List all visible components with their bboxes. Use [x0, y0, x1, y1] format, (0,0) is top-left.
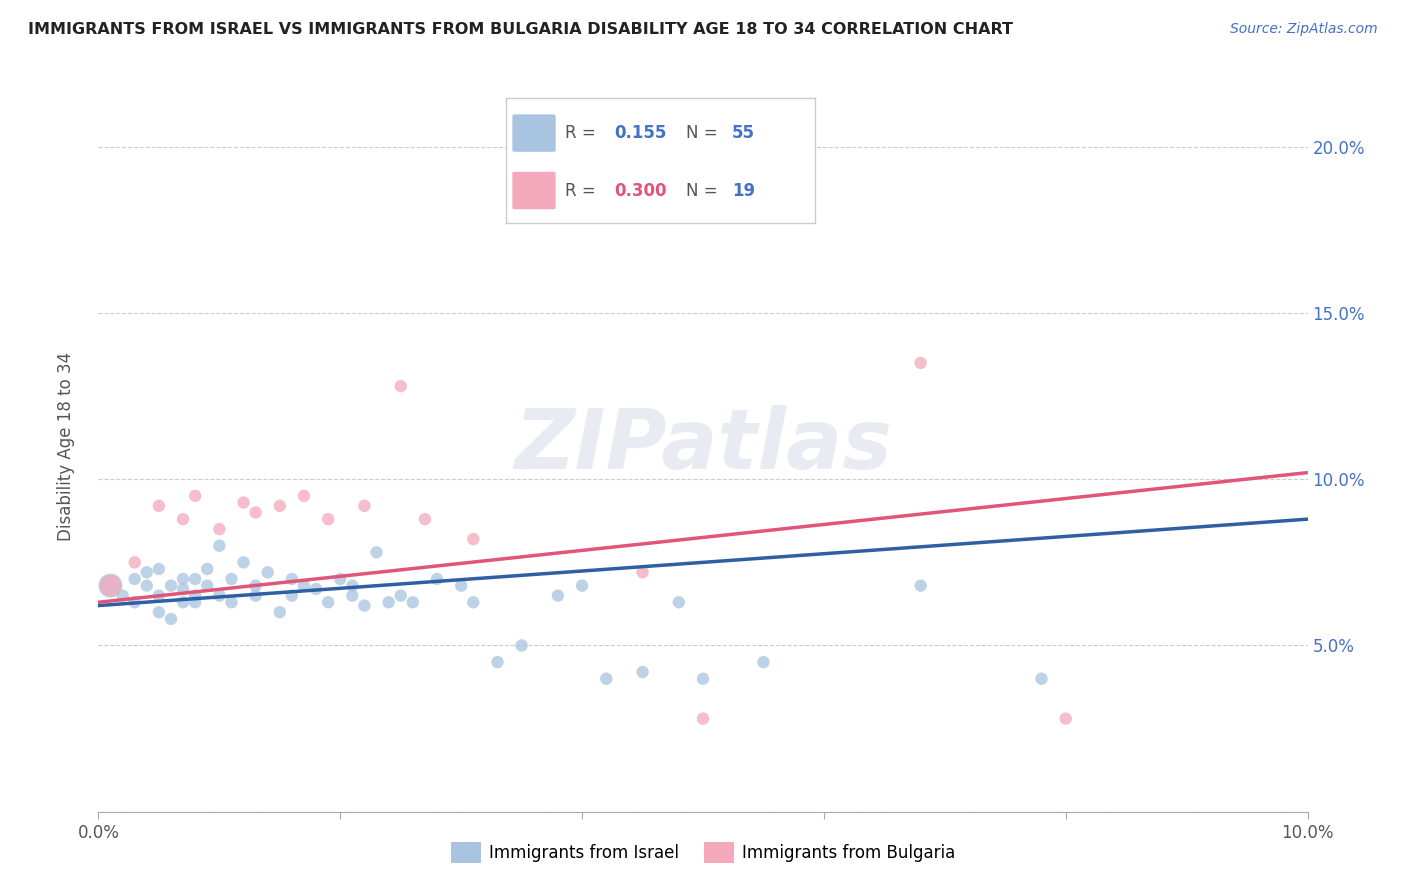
Text: R =: R =	[565, 124, 600, 142]
Point	[184, 572, 207, 586]
Point	[316, 512, 339, 526]
Point	[631, 665, 654, 679]
Point	[221, 595, 243, 609]
Point	[124, 595, 146, 609]
Point	[426, 572, 449, 586]
Point	[124, 572, 146, 586]
Point	[184, 589, 207, 603]
Point	[692, 712, 714, 726]
Point	[172, 572, 194, 586]
FancyBboxPatch shape	[512, 172, 555, 210]
Text: 19: 19	[733, 182, 755, 200]
Text: IMMIGRANTS FROM ISRAEL VS IMMIGRANTS FROM BULGARIA DISABILITY AGE 18 TO 34 CORRE: IMMIGRANTS FROM ISRAEL VS IMMIGRANTS FRO…	[28, 22, 1014, 37]
Text: N =: N =	[686, 124, 723, 142]
Point	[160, 612, 183, 626]
Text: N =: N =	[686, 182, 723, 200]
Point	[208, 522, 231, 536]
Point	[172, 582, 194, 596]
Point	[450, 579, 472, 593]
Point	[329, 572, 352, 586]
Point	[221, 572, 243, 586]
Point	[595, 672, 617, 686]
Point	[245, 506, 267, 520]
Point	[111, 589, 134, 603]
Point	[245, 579, 267, 593]
Point	[316, 595, 339, 609]
Point	[910, 579, 932, 593]
Point	[281, 572, 304, 586]
Point	[245, 589, 267, 603]
Point	[135, 566, 157, 580]
Point	[389, 379, 412, 393]
Legend: Immigrants from Israel, Immigrants from Bulgaria: Immigrants from Israel, Immigrants from …	[444, 836, 962, 869]
Point	[510, 639, 533, 653]
Point	[269, 499, 291, 513]
Point	[366, 545, 388, 559]
Point	[148, 562, 170, 576]
Text: 0.155: 0.155	[614, 124, 666, 142]
Point	[353, 499, 375, 513]
Point	[292, 579, 315, 593]
Point	[269, 605, 291, 619]
Text: 55: 55	[733, 124, 755, 142]
Text: Source: ZipAtlas.com: Source: ZipAtlas.com	[1230, 22, 1378, 37]
Point	[292, 489, 315, 503]
Point	[232, 555, 254, 569]
Point	[910, 356, 932, 370]
Point	[208, 589, 231, 603]
Point	[353, 599, 375, 613]
Point	[389, 589, 412, 603]
Point	[281, 589, 304, 603]
Point	[752, 655, 775, 669]
Point	[342, 589, 364, 603]
Point	[184, 595, 207, 609]
Text: R =: R =	[565, 182, 600, 200]
Point	[631, 566, 654, 580]
Point	[172, 512, 194, 526]
Point	[342, 579, 364, 593]
Point	[377, 595, 399, 609]
Point	[463, 595, 485, 609]
Point	[195, 579, 218, 593]
Point	[124, 555, 146, 569]
Point	[184, 489, 207, 503]
Point	[148, 499, 170, 513]
Point	[148, 605, 170, 619]
Point	[256, 566, 278, 580]
Point	[100, 579, 122, 593]
Y-axis label: Disability Age 18 to 34: Disability Age 18 to 34	[56, 351, 75, 541]
Point	[148, 589, 170, 603]
Point	[208, 539, 231, 553]
Point	[486, 655, 509, 669]
Point	[172, 595, 194, 609]
Point	[195, 562, 218, 576]
Point	[100, 579, 122, 593]
Text: 0.300: 0.300	[614, 182, 666, 200]
Point	[1054, 712, 1077, 726]
Point	[402, 595, 425, 609]
Point	[692, 672, 714, 686]
Point	[668, 595, 690, 609]
FancyBboxPatch shape	[512, 114, 555, 152]
Point	[463, 532, 485, 546]
Point	[305, 582, 328, 596]
Text: ZIPatlas: ZIPatlas	[515, 406, 891, 486]
Point	[413, 512, 436, 526]
Point	[135, 579, 157, 593]
Point	[232, 495, 254, 509]
Point	[547, 589, 569, 603]
Point	[571, 579, 593, 593]
Point	[1031, 672, 1053, 686]
Point	[160, 579, 183, 593]
